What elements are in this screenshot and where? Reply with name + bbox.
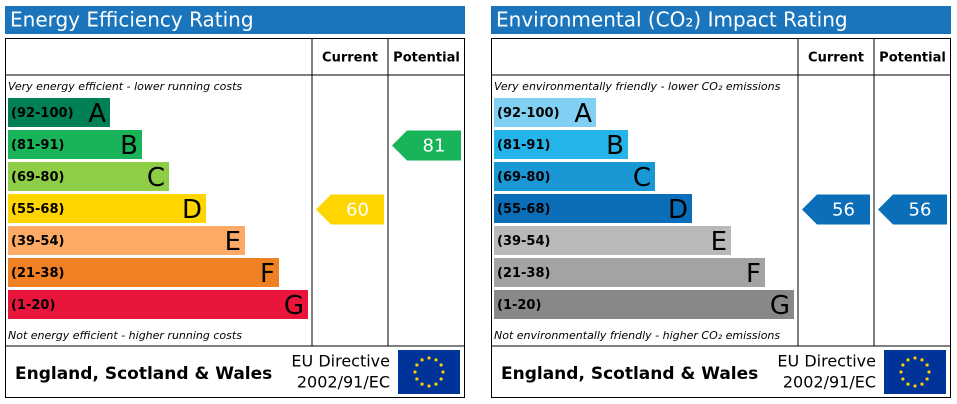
eu-star [427,356,431,360]
band-range: (1-20) [11,298,55,313]
band [8,98,110,127]
rating-value: 56 [832,200,855,221]
band-letter: D [182,195,202,225]
eu-star [434,382,438,386]
band-range: (92-100) [11,106,74,121]
band [494,258,765,287]
band-letter: C [147,163,165,193]
rating-value: 81 [423,136,446,157]
panel-title: Environmental (CO₂) Impact Rating [496,8,848,32]
title-bar [5,6,465,34]
band-range: (21-38) [497,266,550,281]
band-letter: G [770,291,790,321]
note: Not energy efficient - higher running co… [8,329,242,342]
band [8,226,245,255]
rating-value: 60 [346,200,369,221]
band [8,130,142,159]
eu-star [439,363,443,367]
footer-directive: 2002/91/EC [783,373,876,392]
eu-star [925,377,929,381]
band-range: (69-80) [11,170,64,185]
eu-star [415,377,419,381]
band-range: (81-91) [11,138,64,153]
footer-directive: EU Directive [291,352,390,371]
rating-arrow [802,194,870,225]
band-letter: C [633,163,651,193]
eu-star [413,370,417,374]
band [494,226,731,255]
header: Potential [393,51,460,66]
note: Very environmentally friendly - lower CO… [494,80,781,93]
footer-region: England, Scotland & Wales [15,364,272,384]
frame [491,38,951,398]
band [494,130,628,159]
band [494,98,596,127]
eu-star [920,358,924,362]
band-letter: E [225,227,241,257]
eu-star [927,370,931,374]
band-letter: D [668,195,688,225]
eu-star [913,384,917,388]
panel-title: Energy Efficiency Rating [10,8,254,32]
eu-star [906,382,910,386]
eu-star [901,377,905,381]
eu-star [434,358,438,362]
footer-region: England, Scotland & Wales [501,364,758,384]
rating-value: 56 [909,200,932,221]
band [494,290,794,319]
band-range: (55-68) [497,202,550,217]
band [494,162,655,191]
band [8,162,169,191]
band-letter: B [606,131,624,161]
eu-star [913,356,917,360]
header: Current [808,51,864,66]
band-range: (69-80) [497,170,550,185]
eu-star [920,382,924,386]
rating-arrow [316,194,384,225]
band-range: (81-91) [497,138,550,153]
eu-star [415,363,419,367]
band-letter: F [746,259,761,289]
rating-arrow [392,130,461,161]
band [494,194,692,223]
band-range: (39-54) [497,234,550,249]
footer-directive: EU Directive [777,352,876,371]
header: Potential [879,51,946,66]
band-letter: E [711,227,727,257]
eu-star [441,370,445,374]
band-letter: B [120,131,138,161]
frame [5,38,465,398]
band-letter: A [88,99,106,129]
eu-star [427,384,431,388]
band [8,194,206,223]
eu-star [439,377,443,381]
band-range: (21-38) [11,266,64,281]
eu-star [899,370,903,374]
rating-arrow [878,194,947,225]
eu-star [420,382,424,386]
title-bar [491,6,951,34]
band-range: (92-100) [497,106,560,121]
band [8,290,308,319]
eu-star [925,363,929,367]
band-letter: F [260,259,275,289]
band-range: (55-68) [11,202,64,217]
band-range: (39-54) [11,234,64,249]
eu-star [901,363,905,367]
note: Not environmentally friendly - higher CO… [494,329,780,342]
band-letter: A [574,99,592,129]
eu-star [420,358,424,362]
note: Very energy efficient - lower running co… [8,80,242,93]
band-letter: G [284,291,304,321]
footer-directive: 2002/91/EC [297,373,390,392]
band-range: (1-20) [497,298,541,313]
header: Current [322,51,378,66]
eu-star [906,358,910,362]
band [8,258,279,287]
